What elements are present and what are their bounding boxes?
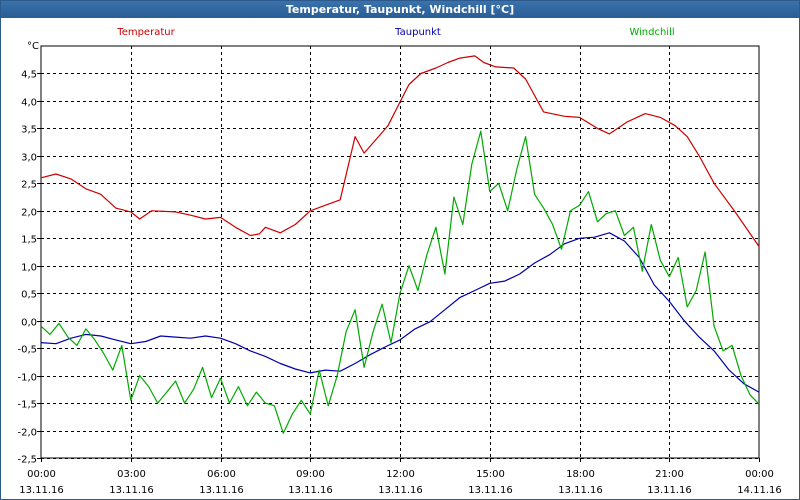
x-axis-ticks: 00:00 13.11.16 03:00 13.11.16 06:00 13.11.16 0…	[19, 458, 782, 496]
y-tick-label: -1,0	[17, 373, 37, 384]
y-tick-label: 4,0	[21, 98, 37, 109]
y-tick-label: 2,5	[21, 180, 37, 191]
y-axis-ticks: 4,5 4,0 3,5 3,0 2,5 2,0 1,5 1,0 0,5 0,0 -0,5 -1,0 -1…	[17, 70, 41, 466]
y-tick-label: 3,5	[21, 125, 37, 136]
legend-item-taupunkt: Taupunkt	[394, 27, 441, 38]
x-tick-date: 14.11.16	[737, 485, 782, 496]
y-tick-label: 1,5	[21, 235, 37, 246]
y-tick-label: -2,5	[17, 455, 37, 466]
legend: Temperatur Taupunkt Windchill	[116, 27, 674, 38]
x-tick-time: 21:00	[655, 469, 684, 480]
x-tick-date: 13.11.16	[19, 485, 64, 496]
y-tick-label: 1,0	[21, 263, 37, 274]
legend-item-windchill: Windchill	[629, 27, 674, 38]
chart-panel: Temperatur Taupunkt Windchill 4,5 4,0 3,5 3,0…	[1, 18, 799, 499]
y-tick-label: 0,0	[21, 318, 37, 329]
x-tick-date: 13.11.16	[468, 485, 513, 496]
y-tick-label: 0,5	[21, 290, 37, 301]
x-tick-date: 13.11.16	[199, 485, 244, 496]
series-group	[40, 55, 760, 434]
x-tick-time: 18:00	[566, 469, 595, 480]
x-tick-date: 13.11.16	[288, 485, 333, 496]
line-chart: Temperatur Taupunkt Windchill 4,5 4,0 3,5 3,0…	[17, 27, 782, 496]
x-tick-time: 06:00	[207, 469, 236, 480]
legend-item-temperatur: Temperatur	[116, 27, 175, 38]
series-line-windchill	[40, 130, 760, 434]
x-tick-time: 00:00	[27, 469, 56, 480]
x-tick-time: 00:00	[745, 469, 774, 480]
y-tick-label: -0,5	[17, 345, 37, 356]
x-tick-time: 09:00	[296, 469, 325, 480]
window-title: Temperatur, Taupunkt, Windchill [°C]	[1, 1, 799, 18]
y-tick-label: -1,5	[17, 400, 37, 411]
series-line-temperatur	[40, 55, 760, 247]
x-tick-date: 13.11.16	[109, 485, 154, 496]
y-tick-label: -2,0	[17, 428, 37, 439]
x-tick-date: 13.11.16	[558, 485, 603, 496]
x-tick-date: 13.11.16	[378, 485, 423, 496]
y-tick-label: 3,0	[21, 153, 37, 164]
x-tick-time: 03:00	[117, 469, 146, 480]
y-axis-unit: °C	[27, 41, 39, 52]
y-tick-label: 4,5	[21, 70, 37, 81]
x-tick-time: 15:00	[476, 469, 505, 480]
x-tick-time: 12:00	[386, 469, 415, 480]
y-tick-label: 2,0	[21, 208, 37, 219]
x-tick-date: 13.11.16	[647, 485, 692, 496]
grid	[40, 45, 760, 459]
